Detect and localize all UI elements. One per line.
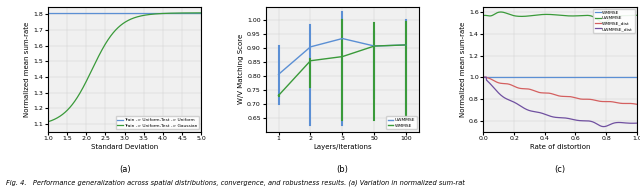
UWMMSE_dist [571, 119, 579, 121]
UWMMSE [497, 11, 504, 13]
Train -> Uniform,Test -> Uniform [44, 12, 52, 14]
WMMSE_dist [629, 103, 637, 105]
UWMMSE_dist [552, 116, 560, 119]
WMMSE_dist [605, 100, 613, 103]
UWMMSE_dist [633, 122, 640, 124]
UWMMSE [633, 14, 640, 16]
UWMMSE [563, 15, 571, 17]
X-axis label: Rate of distortion: Rate of distortion [530, 144, 590, 150]
WMMSE [339, 55, 346, 58]
Line: UWMMSE: UWMMSE [278, 39, 406, 74]
Text: Fig. 4.   Performance generalization across spatial distributions, convergence, : Fig. 4. Performance generalization acros… [6, 180, 465, 186]
Line: UWMMSE: UWMMSE [483, 12, 637, 22]
WMMSE [629, 76, 637, 78]
Train -> Uniform,Test -> Gaussian [194, 12, 202, 14]
Line: WMMSE_dist: WMMSE_dist [483, 77, 637, 104]
WMMSE [403, 44, 410, 46]
Train -> Uniform,Test -> Uniform [136, 12, 143, 14]
UWMMSE [606, 18, 614, 20]
WMMSE [552, 76, 560, 78]
WMMSE [479, 76, 487, 78]
WMMSE_dist [563, 95, 570, 98]
UWMMSE_dist [479, 76, 487, 78]
Y-axis label: W/V Matching Score: W/V Matching Score [238, 34, 244, 104]
Legend: UWMMSE, WMMSE: UWMMSE, WMMSE [386, 116, 417, 129]
UWMMSE_dist [630, 122, 637, 124]
Train -> Uniform,Test -> Uniform [117, 12, 125, 14]
UWMMSE [403, 44, 410, 46]
UWMMSE [571, 15, 579, 17]
Legend: WMMSE, UWMMSE, WMMSE_dist, UWMMSE_dist: WMMSE, UWMMSE, WMMSE_dist, UWMMSE_dist [593, 9, 635, 33]
Train -> Uniform,Test -> Uniform [127, 12, 135, 14]
Text: (b): (b) [337, 165, 348, 174]
UWMMSE [479, 14, 487, 17]
Train -> Uniform,Test -> Gaussian [118, 23, 125, 26]
UWMMSE_dist [600, 125, 607, 128]
WMMSE [554, 76, 561, 78]
Train -> Uniform,Test -> Gaussian [170, 12, 177, 14]
WMMSE [571, 76, 579, 78]
WMMSE [307, 60, 314, 62]
UWMMSE [307, 46, 314, 48]
Train -> Uniform,Test -> Gaussian [136, 15, 143, 17]
Train -> Uniform,Test -> Uniform [118, 12, 125, 14]
Train -> Uniform,Test -> Uniform [194, 12, 202, 14]
UWMMSE [275, 73, 282, 76]
Y-axis label: Normalized mean sum-rate: Normalized mean sum-rate [24, 21, 31, 117]
Line: WMMSE: WMMSE [278, 45, 406, 96]
UWMMSE [553, 14, 561, 16]
Line: Train -> Uniform,Test -> Gaussian: Train -> Uniform,Test -> Gaussian [48, 13, 202, 122]
WMMSE [275, 94, 282, 97]
UWMMSE_dist [554, 116, 561, 119]
WMMSE_dist [633, 103, 640, 105]
Train -> Uniform,Test -> Gaussian [117, 24, 125, 26]
WMMSE_dist [571, 97, 579, 99]
Train -> Uniform,Test -> Gaussian [198, 12, 205, 14]
WMMSE_dist [479, 76, 487, 78]
UWMMSE [371, 45, 378, 47]
UWMMSE [339, 37, 346, 40]
WMMSE_dist [554, 94, 561, 97]
UWMMSE_dist [605, 124, 613, 126]
WMMSE [633, 76, 640, 78]
WMMSE [371, 45, 378, 47]
Line: UWMMSE_dist: UWMMSE_dist [483, 77, 637, 127]
Train -> Uniform,Test -> Uniform [198, 12, 205, 14]
UWMMSE [600, 21, 607, 24]
Text: (a): (a) [119, 165, 131, 174]
WMMSE [605, 76, 613, 78]
Train -> Uniform,Test -> Uniform [170, 12, 177, 14]
Train -> Uniform,Test -> Gaussian [127, 18, 135, 20]
WMMSE_dist [552, 94, 560, 96]
Y-axis label: Normalized mean sum-rate: Normalized mean sum-rate [460, 21, 466, 117]
X-axis label: Standard Deviation: Standard Deviation [91, 144, 158, 150]
Legend: Train -> Uniform,Test -> Uniform, Train -> Uniform,Test -> Gaussian: Train -> Uniform,Test -> Uniform, Train … [115, 116, 199, 129]
WMMSE [563, 76, 570, 78]
Train -> Uniform,Test -> Gaussian [44, 121, 52, 123]
UWMMSE [554, 14, 561, 16]
UWMMSE [630, 14, 637, 17]
Text: (c): (c) [555, 165, 566, 174]
UWMMSE_dist [563, 117, 570, 119]
X-axis label: Layers/iterations: Layers/iterations [313, 144, 372, 150]
